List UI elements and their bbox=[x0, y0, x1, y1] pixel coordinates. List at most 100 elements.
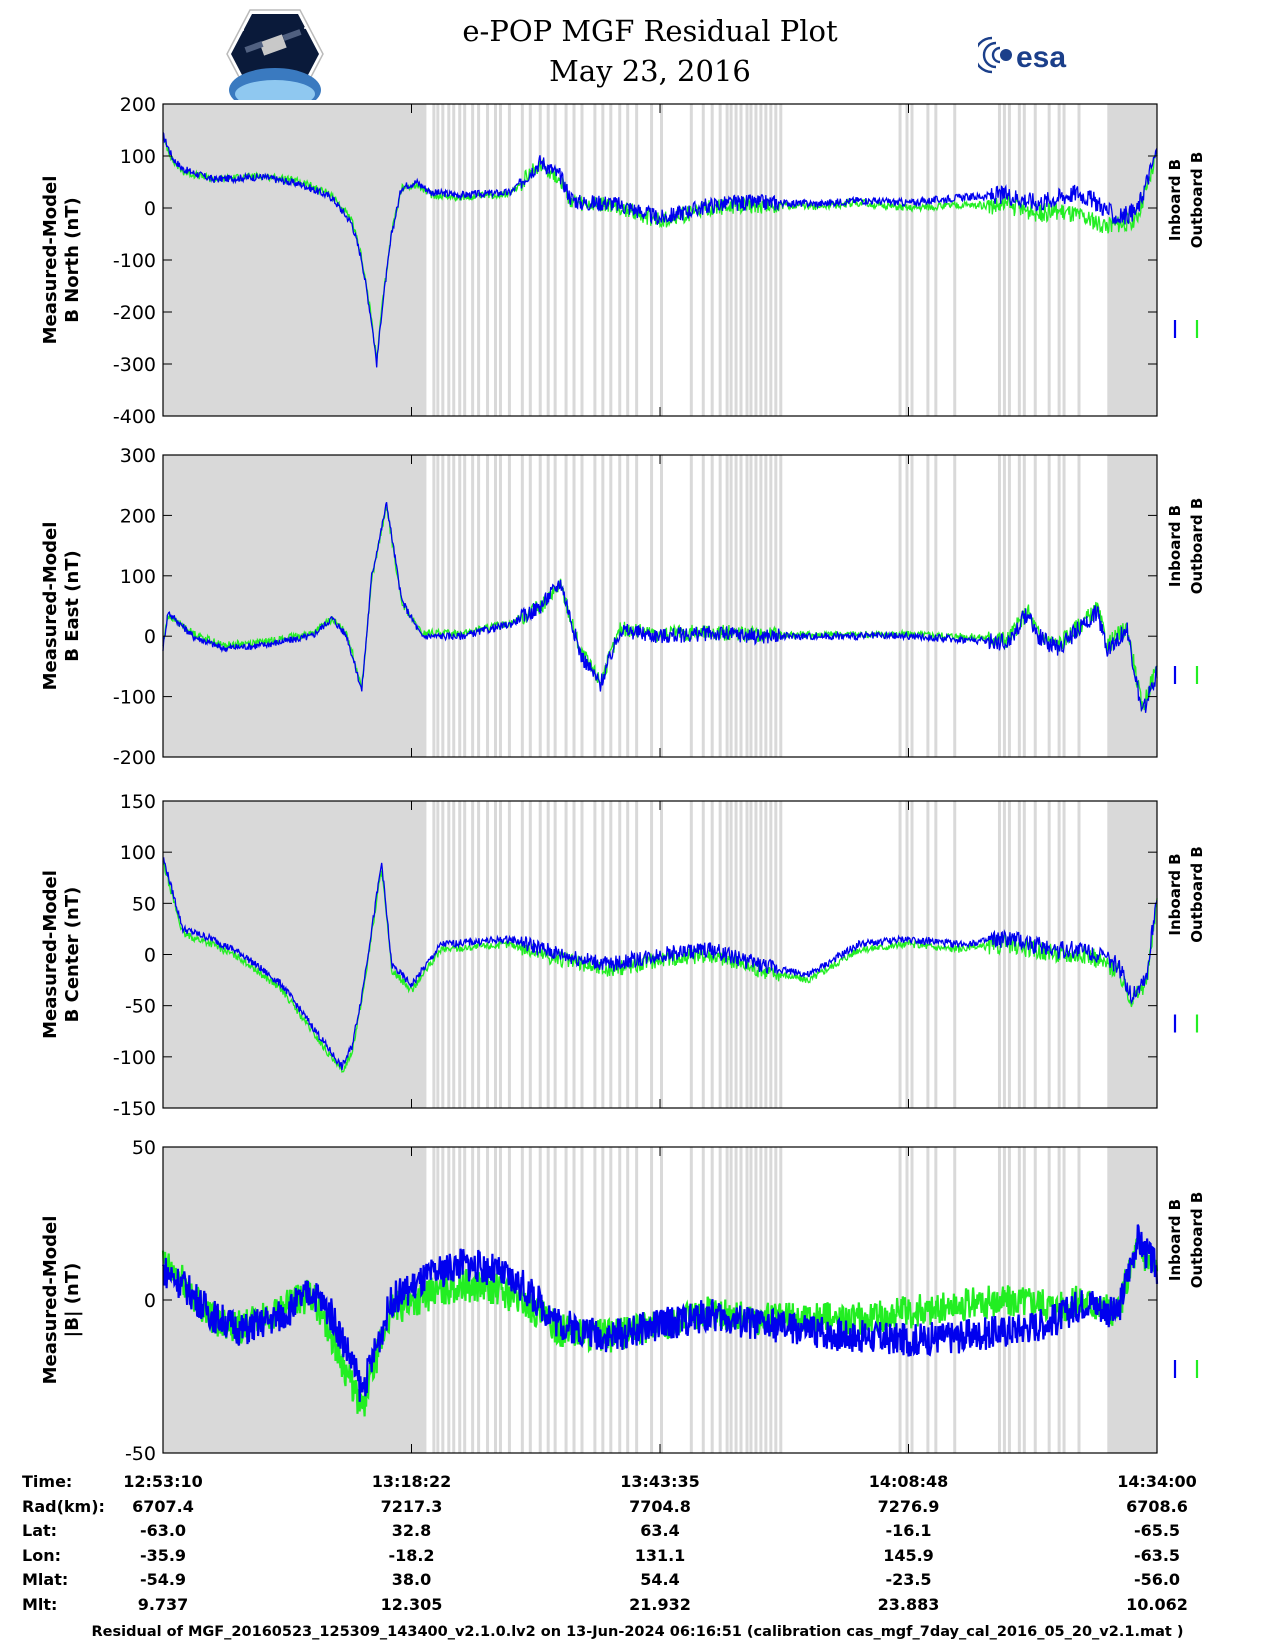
shaded-region bbox=[163, 104, 427, 416]
table-cell: 21.932 bbox=[629, 1594, 691, 1614]
shaded-stripe bbox=[1007, 801, 1011, 1108]
shaded-stripe bbox=[910, 801, 914, 1108]
shaded-stripe bbox=[779, 455, 783, 757]
shaded-stripe bbox=[1057, 455, 1061, 757]
y-tick-label: 0 bbox=[144, 198, 156, 220]
legend-label: Outboard B bbox=[1188, 152, 1206, 249]
shaded-stripe bbox=[660, 801, 663, 1108]
y-tick-label: -200 bbox=[113, 747, 156, 769]
table-cell: 9.737 bbox=[137, 1594, 189, 1614]
shaded-stripe bbox=[601, 104, 605, 416]
shaded-stripe bbox=[458, 104, 462, 416]
shaded-stripe bbox=[528, 104, 532, 416]
legend-label: Inboard B bbox=[1166, 505, 1184, 587]
shaded-stripe bbox=[779, 1147, 783, 1453]
table-cell: 6708.6 bbox=[1126, 1496, 1188, 1516]
shaded-stripe bbox=[754, 104, 758, 416]
shaded-stripe bbox=[494, 1147, 498, 1453]
shaded-stripe bbox=[905, 1147, 909, 1453]
shaded-stripe bbox=[764, 1147, 768, 1453]
shaded-stripe bbox=[498, 801, 502, 1108]
shaded-stripe bbox=[749, 455, 753, 757]
y-axis-label: B East (nT) bbox=[62, 550, 83, 662]
shaded-stripe bbox=[1047, 104, 1051, 416]
shaded-stripe bbox=[1033, 1147, 1037, 1453]
shaded-stripe bbox=[650, 1147, 654, 1453]
y-tick-label: 300 bbox=[120, 445, 156, 467]
shaded-stripe bbox=[486, 801, 490, 1108]
shaded-stripe bbox=[934, 455, 938, 757]
y-tick-label: 0 bbox=[144, 1290, 156, 1312]
shaded-stripe bbox=[609, 455, 613, 757]
y-axis-label: Measured-Model bbox=[40, 176, 61, 345]
shaded-stripe bbox=[458, 801, 462, 1108]
shaded-stripe bbox=[1077, 104, 1081, 416]
shaded-stripe bbox=[725, 1147, 729, 1453]
shaded-stripe bbox=[774, 801, 778, 1108]
y-axis-label: Measured-Model bbox=[40, 522, 61, 691]
shaded-stripe bbox=[774, 455, 778, 757]
shaded-stripe bbox=[769, 455, 773, 757]
table-cell: -54.9 bbox=[139, 1570, 187, 1589]
shaded-stripe bbox=[729, 104, 733, 416]
shaded-stripe bbox=[1017, 801, 1021, 1108]
shaded-stripe bbox=[739, 455, 743, 757]
shaded-stripe bbox=[498, 455, 502, 757]
shaded-stripe bbox=[953, 455, 957, 757]
shaded-stripe bbox=[764, 455, 768, 757]
shaded-stripe bbox=[745, 801, 749, 1108]
y-tick-label: 0 bbox=[144, 626, 156, 648]
shaded-stripe bbox=[997, 104, 1001, 416]
table-cell: 6707.4 bbox=[132, 1496, 194, 1516]
shaded-stripe bbox=[1062, 104, 1066, 416]
shaded-stripe bbox=[486, 1147, 490, 1453]
shaded-stripe bbox=[635, 104, 639, 416]
shaded-stripe bbox=[538, 801, 542, 1108]
shaded-stripe bbox=[494, 455, 498, 757]
shaded-stripe bbox=[452, 801, 456, 1108]
shaded-stripe bbox=[910, 104, 914, 416]
shaded-region bbox=[163, 455, 427, 757]
shaded-stripe bbox=[635, 1147, 639, 1453]
table-cell: -63.5 bbox=[1133, 1545, 1181, 1565]
table-row-label: Mlt: bbox=[22, 1594, 58, 1614]
shaded-stripe bbox=[538, 104, 542, 416]
legend-label: Inboard B bbox=[1166, 1199, 1184, 1281]
footer-caption: Residual of MGF_20160523_125309_143400_v… bbox=[91, 1624, 1184, 1640]
legend-label: Inboard B bbox=[1166, 853, 1184, 935]
shaded-stripe bbox=[764, 104, 768, 416]
shaded-stripe bbox=[471, 104, 475, 416]
shaded-stripe bbox=[494, 104, 498, 416]
shaded-stripe bbox=[934, 801, 938, 1108]
table-cell: 7217.3 bbox=[380, 1496, 443, 1516]
panel-b-magnitude: 50 0 -50 Measured-Model |B| (nT) Inboard B Out… bbox=[40, 1137, 1206, 1462]
shaded-stripe bbox=[764, 801, 768, 1108]
shaded-stripe bbox=[436, 104, 440, 416]
shaded-stripe bbox=[759, 1147, 763, 1453]
table-cell: -65.5 bbox=[1133, 1521, 1181, 1540]
y-tick-label: 50 bbox=[132, 893, 156, 915]
shaded-stripe bbox=[660, 1147, 663, 1453]
shaded-stripe bbox=[774, 1147, 778, 1453]
shaded-stripe bbox=[580, 1147, 584, 1453]
shaded-stripe bbox=[477, 104, 481, 416]
shaded-stripe bbox=[769, 801, 773, 1108]
table-cell: 13:18:22 bbox=[371, 1472, 452, 1491]
shaded-stripe bbox=[759, 455, 763, 757]
shaded-stripe bbox=[701, 104, 705, 416]
y-tick-label: -150 bbox=[113, 1098, 156, 1120]
shaded-stripe bbox=[926, 1147, 930, 1453]
shaded-stripe bbox=[458, 1147, 462, 1453]
shaded-stripe bbox=[660, 104, 663, 416]
y-tick-label: 50 bbox=[132, 1137, 156, 1159]
y-tick-label: 0 bbox=[144, 945, 156, 967]
shaded-stripe bbox=[564, 1147, 568, 1453]
table-cell: 7704.8 bbox=[629, 1496, 691, 1516]
shaded-stripe bbox=[601, 1147, 605, 1453]
y-axis-label: B Center (nT) bbox=[62, 887, 83, 1023]
shaded-stripe bbox=[759, 104, 763, 416]
y-tick-label: 100 bbox=[120, 146, 156, 168]
table-cell: -56.0 bbox=[1133, 1570, 1181, 1589]
y-tick-label: -300 bbox=[113, 354, 156, 376]
shaded-stripe bbox=[910, 1147, 914, 1453]
